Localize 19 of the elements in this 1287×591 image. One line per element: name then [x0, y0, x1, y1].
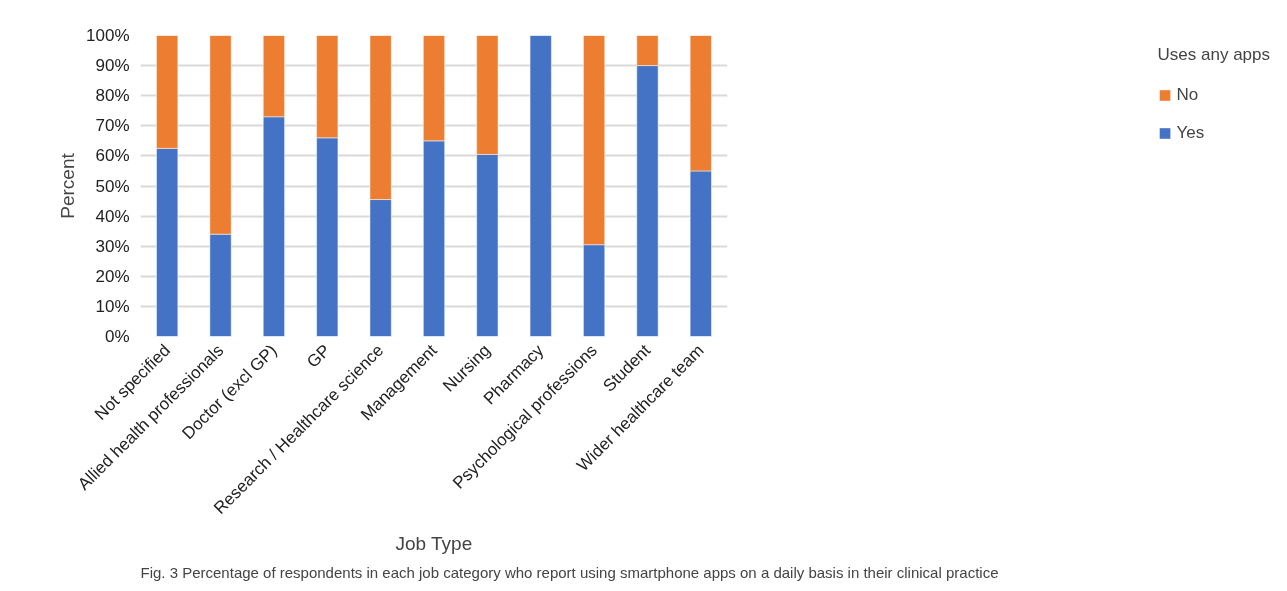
x-tick-label: GP: [303, 340, 334, 372]
legend-title: Uses any apps: [1157, 45, 1270, 65]
y-tick-label: 70%: [95, 116, 130, 136]
y-tick-label: 20%: [95, 266, 130, 286]
y-tick-label: 0%: [104, 327, 130, 346]
y-tick-label: 50%: [95, 176, 130, 196]
y-tick-label: 80%: [95, 86, 130, 106]
y-tick-label: 40%: [95, 206, 130, 226]
y-tick-label: 60%: [95, 146, 130, 166]
bar: [529, 35, 552, 337]
y-tick-label: 30%: [95, 236, 130, 256]
x-axis-title: Job Type: [395, 532, 473, 554]
legend-label: Yes: [1176, 123, 1205, 143]
y-axis-title: Percent: [57, 152, 79, 219]
legend-label: No: [1176, 85, 1199, 105]
y-tick-label: 90%: [95, 56, 130, 76]
y-tick-label: 100%: [86, 26, 130, 45]
caption: Fig. 3 Percentage of respondents in each job category who report using smartphone apps on a daily basis in their clinical practice: [140, 563, 999, 581]
y-tick-label: 10%: [95, 296, 130, 316]
